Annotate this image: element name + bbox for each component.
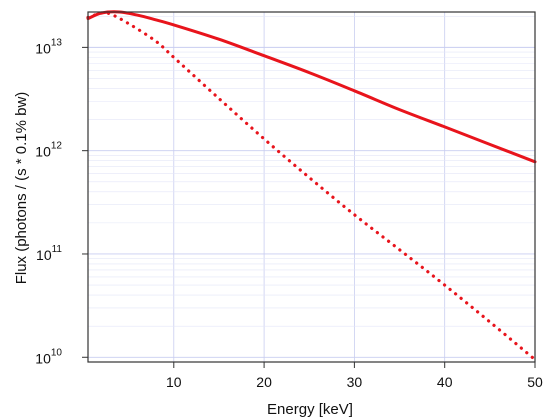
x-tick-label: 40 [437,374,453,390]
y-tick-base: 10 [35,350,51,366]
y-tick-base: 10 [35,144,51,160]
y-tick-label: 1011 [36,244,62,263]
x-tick-label: 20 [256,374,272,390]
y-tick-exponent: 10 [51,347,63,358]
x-axis-title: Energy [keV] [267,401,353,418]
y-tick-label: 1013 [35,37,62,56]
x-tick-label: 30 [347,374,363,390]
y-tick-base: 10 [35,40,51,56]
y-tick-label: 1012 [35,141,62,160]
y-tick-label: 1010 [35,347,62,366]
y-tick-exponent: 13 [51,37,63,48]
x-tick-label: 50 [527,374,543,390]
x-axis: 10 20 30 40 50 [166,362,543,390]
y-tick-exponent: 11 [52,244,63,255]
series-line-dotted [86,11,537,362]
plot-frame [87,11,536,363]
x-tick-label: 10 [166,374,182,390]
plot-background [88,12,535,362]
y-tick-exponent: 12 [51,141,63,152]
y-tick-base: 10 [36,247,52,263]
y-axis-title: Flux (photons / (s * 0.1% bw) [13,92,30,285]
